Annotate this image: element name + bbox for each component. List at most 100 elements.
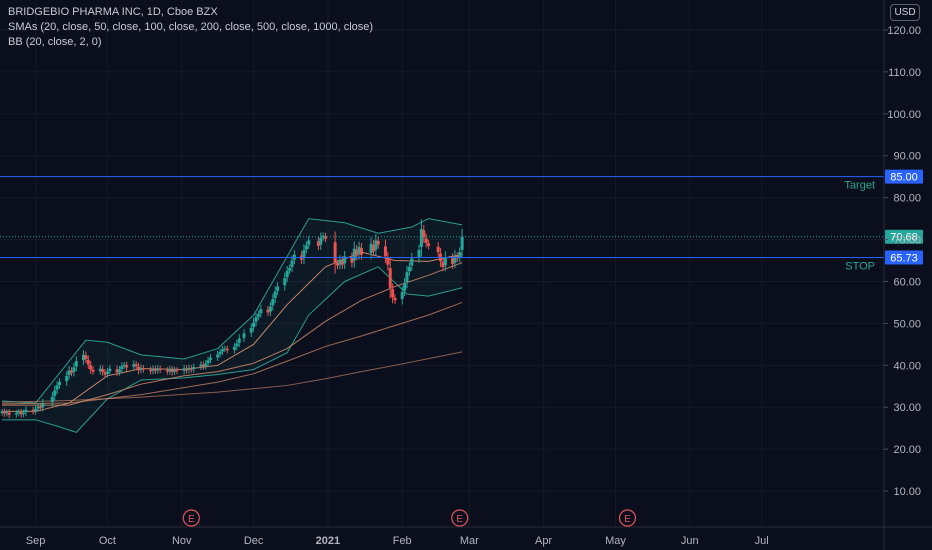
candle-body[interactable] — [34, 408, 38, 412]
candle-body[interactable] — [359, 248, 363, 255]
candle-body[interactable] — [276, 286, 280, 291]
candle-body[interactable] — [249, 328, 253, 333]
candle-body[interactable] — [38, 406, 42, 409]
candle-body[interactable] — [338, 259, 342, 265]
candle-body[interactable] — [223, 348, 227, 350]
candle-body[interactable] — [324, 236, 328, 239]
candle-body[interactable] — [91, 369, 95, 372]
candle-body[interactable] — [441, 262, 445, 267]
time-tick-label[interactable]: Mar — [460, 535, 479, 547]
price-tick-label[interactable]: 120.00 — [887, 25, 921, 37]
time-tick-label[interactable]: Jun — [681, 535, 699, 547]
candle-body[interactable] — [173, 369, 177, 372]
price-tick-label[interactable]: 70.00 — [893, 235, 921, 247]
candle-body[interactable] — [55, 385, 59, 390]
candle-body[interactable] — [67, 370, 71, 375]
candle-body[interactable] — [185, 368, 189, 371]
candle-body[interactable] — [74, 361, 78, 367]
candle-body[interactable] — [134, 364, 138, 367]
time-tick-label[interactable]: Apr — [535, 535, 552, 547]
candle-body[interactable] — [283, 278, 287, 286]
candle-body[interactable] — [84, 355, 88, 360]
candle-body[interactable] — [19, 412, 23, 415]
candle-body[interactable] — [122, 364, 126, 366]
candle-body[interactable] — [201, 364, 205, 367]
candle-body[interactable] — [417, 250, 421, 258]
candle-body[interactable] — [103, 372, 107, 375]
candle-body[interactable] — [376, 241, 380, 245]
candle-body[interactable] — [41, 403, 45, 408]
candle-body[interactable] — [393, 297, 397, 301]
price-tick-label[interactable]: 10.00 — [893, 486, 921, 498]
candle-body[interactable] — [14, 413, 18, 415]
candle-body[interactable] — [36, 406, 40, 409]
candle-body[interactable] — [333, 242, 337, 263]
candle-body[interactable] — [151, 368, 155, 371]
time-tick-label[interactable]: Nov — [172, 535, 192, 547]
candle-body[interactable] — [108, 368, 112, 372]
time-tick-label[interactable]: Oct — [99, 535, 116, 547]
earnings-marker-icon[interactable] — [182, 509, 200, 527]
candle-body[interactable] — [388, 268, 392, 288]
time-tick-label[interactable]: Sep — [26, 535, 46, 547]
candle-body[interactable] — [319, 237, 323, 245]
candle-body[interactable] — [405, 272, 409, 282]
price-tick-label[interactable]: 80.00 — [893, 193, 921, 205]
candle-body[interactable] — [115, 369, 119, 373]
candle-body[interactable] — [403, 283, 407, 291]
candle-body[interactable] — [137, 366, 141, 371]
candle-body[interactable] — [199, 364, 203, 367]
candle-body[interactable] — [268, 306, 272, 312]
candle-body[interactable] — [192, 366, 196, 370]
candle-body[interactable] — [410, 258, 414, 266]
candle-body[interactable] — [206, 360, 210, 364]
candle-body[interactable] — [321, 235, 325, 238]
candle-body[interactable] — [165, 370, 169, 372]
candle-body[interactable] — [259, 309, 263, 314]
candle-body[interactable] — [443, 257, 447, 266]
candle-body[interactable] — [254, 317, 258, 322]
candle-body[interactable] — [453, 255, 457, 263]
candle-body[interactable] — [72, 367, 76, 373]
candle-body[interactable] — [125, 365, 129, 368]
candle-body[interactable] — [24, 409, 28, 413]
candle-body[interactable] — [343, 256, 347, 264]
currency-button[interactable]: USD — [890, 4, 920, 21]
candle-body[interactable] — [304, 245, 308, 250]
candle-body[interactable] — [170, 369, 174, 373]
candle-body[interactable] — [0, 411, 4, 414]
horizontal-lines[interactable]: 70.68 85.00 Target 65.73 STOP — [0, 169, 923, 273]
candle-body[interactable] — [81, 354, 85, 361]
candle-body[interactable] — [458, 252, 462, 258]
candle-body[interactable] — [50, 396, 54, 403]
candle-body[interactable] — [302, 250, 306, 259]
candle-body[interactable] — [58, 382, 62, 385]
time-tick-label[interactable]: 2021 — [316, 535, 340, 547]
candle-body[interactable] — [307, 240, 311, 245]
candle-body[interactable] — [216, 354, 220, 358]
candle-body[interactable] — [17, 411, 21, 413]
candle-body[interactable] — [120, 366, 124, 370]
candle-body[interactable] — [273, 291, 277, 298]
candle-body[interactable] — [22, 412, 26, 415]
price-tick-label[interactable]: 60.00 — [893, 276, 921, 288]
candle-body[interactable] — [98, 368, 102, 372]
candle-body[interactable] — [141, 368, 145, 370]
candle-body[interactable] — [271, 299, 275, 306]
candle-body[interactable] — [340, 260, 344, 265]
candle-body[interactable] — [235, 343, 239, 347]
candle-body[interactable] — [175, 370, 179, 372]
candle-body[interactable] — [256, 314, 260, 317]
earnings-marker-icon[interactable] — [451, 509, 469, 527]
candle-body[interactable] — [352, 248, 356, 261]
candle-body[interactable] — [7, 412, 11, 415]
candle-body[interactable] — [168, 369, 172, 372]
candle-body[interactable] — [204, 363, 208, 367]
candle-body[interactable] — [371, 244, 375, 252]
candle-body[interactable] — [350, 257, 354, 263]
candle-body[interactable] — [5, 412, 9, 414]
candle-body[interactable] — [424, 238, 428, 243]
candle-body[interactable] — [460, 236, 464, 250]
